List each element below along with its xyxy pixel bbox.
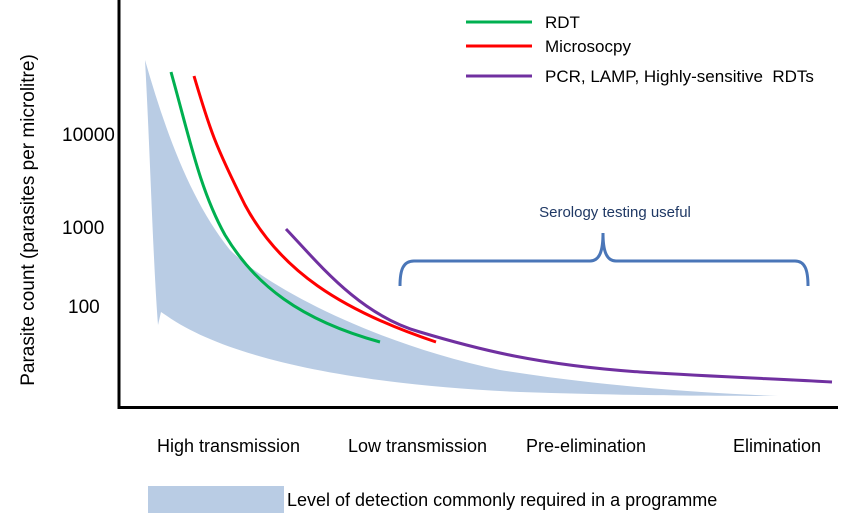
x-label-low-transmission: Low transmission xyxy=(348,436,487,456)
y-axis-label: Parasite count (parasites per microlitre… xyxy=(18,54,39,386)
series-line-rdt xyxy=(169,71,381,344)
detection-band-swatch xyxy=(148,486,284,513)
series-line-microscopy xyxy=(192,75,437,344)
detection-band-area xyxy=(145,60,778,396)
x-label-high-transmission: High transmission xyxy=(157,436,300,456)
serology-annotation: Serology testing useful xyxy=(539,204,691,221)
y-tick-label-10000: 10000 xyxy=(62,125,115,146)
x-label-elimination: Elimination xyxy=(733,436,821,456)
legend-label-rdt: RDT xyxy=(545,13,580,32)
series-line-pcr xyxy=(284,227,833,384)
serology-brace xyxy=(398,232,810,287)
legend: RDT Microsocpy PCR, LAMP, Highly-sensiti… xyxy=(466,13,814,86)
legend-label-microscopy: Microsocpy xyxy=(545,37,631,56)
y-tick-label-100: 100 xyxy=(68,297,100,318)
x-label-pre-elimination: Pre-elimination xyxy=(526,436,646,456)
legend-label-pcr: PCR, LAMP, Highly-sensitive RDTs xyxy=(545,67,814,86)
detection-band-label: Level of detection commonly required in … xyxy=(287,490,717,510)
y-tick-label-1000: 1000 xyxy=(62,218,104,239)
